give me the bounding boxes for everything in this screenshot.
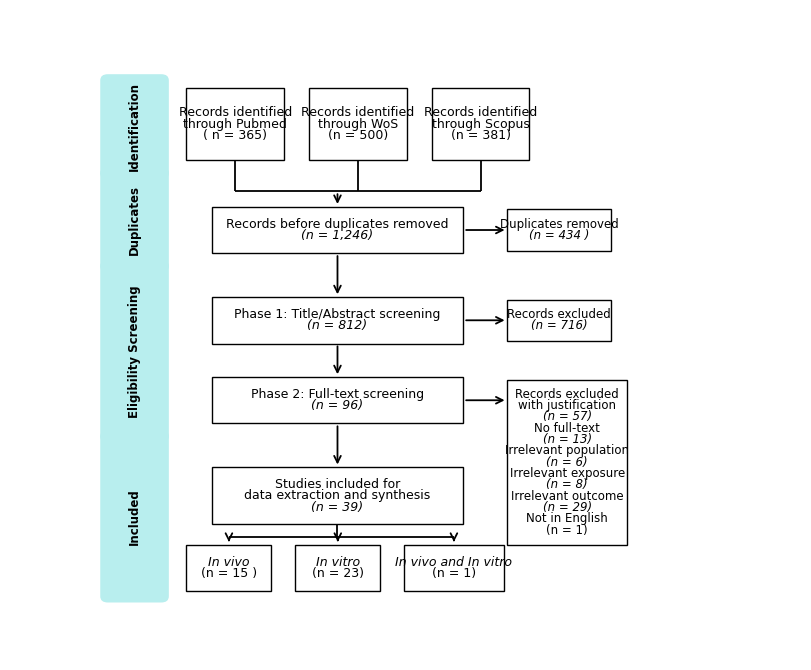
- Text: In vivo and In vitro: In vivo and In vitro: [395, 555, 512, 569]
- Text: through Scopus: through Scopus: [431, 118, 529, 131]
- Text: Identification: Identification: [128, 82, 141, 172]
- Text: (n = 1,246): (n = 1,246): [301, 229, 373, 242]
- Text: (n = 13): (n = 13): [542, 433, 591, 446]
- Text: (n = 39): (n = 39): [311, 500, 363, 513]
- FancyBboxPatch shape: [212, 377, 463, 423]
- Text: (n = 29): (n = 29): [542, 501, 591, 514]
- Text: (n = 716): (n = 716): [530, 320, 587, 332]
- Text: through Pubmed: through Pubmed: [183, 118, 287, 131]
- Text: Eligibility Screening: Eligibility Screening: [128, 285, 141, 417]
- Text: (n = 57): (n = 57): [542, 410, 591, 423]
- FancyBboxPatch shape: [100, 430, 169, 602]
- Text: Studies included for: Studies included for: [275, 478, 400, 491]
- Text: through WoS: through WoS: [317, 118, 397, 131]
- Text: (n = 381): (n = 381): [450, 129, 510, 142]
- FancyBboxPatch shape: [212, 468, 463, 524]
- FancyBboxPatch shape: [212, 297, 463, 344]
- FancyBboxPatch shape: [309, 88, 406, 160]
- Text: (n = 1): (n = 1): [431, 567, 475, 580]
- FancyBboxPatch shape: [100, 74, 169, 180]
- Text: Duplicates removed: Duplicates removed: [500, 218, 618, 231]
- Text: (n = 812): (n = 812): [307, 320, 367, 332]
- Text: Records before duplicates removed: Records before duplicates removed: [226, 218, 448, 231]
- Text: Not in English: Not in English: [526, 513, 607, 525]
- FancyBboxPatch shape: [507, 209, 611, 251]
- FancyBboxPatch shape: [212, 207, 463, 253]
- FancyBboxPatch shape: [100, 167, 169, 272]
- Text: Records excluded: Records excluded: [507, 308, 611, 321]
- Text: (n = 500): (n = 500): [328, 129, 388, 142]
- FancyBboxPatch shape: [507, 299, 611, 341]
- FancyBboxPatch shape: [187, 88, 284, 160]
- Text: Records identified: Records identified: [178, 107, 291, 119]
- Text: Phase 2: Full-text screening: Phase 2: Full-text screening: [251, 388, 423, 401]
- Text: (n = 6): (n = 6): [546, 456, 587, 469]
- Text: In vitro: In vitro: [315, 555, 359, 569]
- Text: Included: Included: [128, 488, 141, 545]
- FancyBboxPatch shape: [403, 545, 504, 591]
- Text: (n = 8): (n = 8): [546, 478, 587, 491]
- Text: data extraction and synthesis: data extraction and synthesis: [244, 489, 430, 502]
- Text: Records identified: Records identified: [423, 107, 537, 119]
- Text: Duplicates: Duplicates: [128, 185, 141, 255]
- Text: No full-text: No full-text: [534, 421, 599, 435]
- Text: Records excluded: Records excluded: [515, 387, 618, 401]
- Text: In vivo: In vivo: [208, 555, 249, 569]
- Text: Phase 1: Title/Abstract screening: Phase 1: Title/Abstract screening: [234, 308, 440, 321]
- Text: with justification: with justification: [517, 399, 616, 412]
- Text: Irrelevant population: Irrelevant population: [504, 444, 629, 458]
- Text: ( n = 365): ( n = 365): [203, 129, 267, 142]
- FancyBboxPatch shape: [187, 545, 271, 591]
- Text: (n = 434 ): (n = 434 ): [529, 229, 589, 242]
- Text: Irrelevant exposure: Irrelevant exposure: [509, 467, 624, 480]
- Text: Irrelevant outcome: Irrelevant outcome: [510, 490, 623, 502]
- FancyBboxPatch shape: [507, 380, 626, 545]
- Text: Records identified: Records identified: [301, 107, 414, 119]
- Text: (n = 15 ): (n = 15 ): [200, 567, 256, 580]
- FancyBboxPatch shape: [100, 260, 169, 443]
- FancyBboxPatch shape: [431, 88, 529, 160]
- Text: (n = 1): (n = 1): [546, 524, 587, 537]
- Text: (n = 23): (n = 23): [311, 567, 363, 580]
- FancyBboxPatch shape: [295, 545, 380, 591]
- Text: (n = 96): (n = 96): [311, 399, 363, 413]
